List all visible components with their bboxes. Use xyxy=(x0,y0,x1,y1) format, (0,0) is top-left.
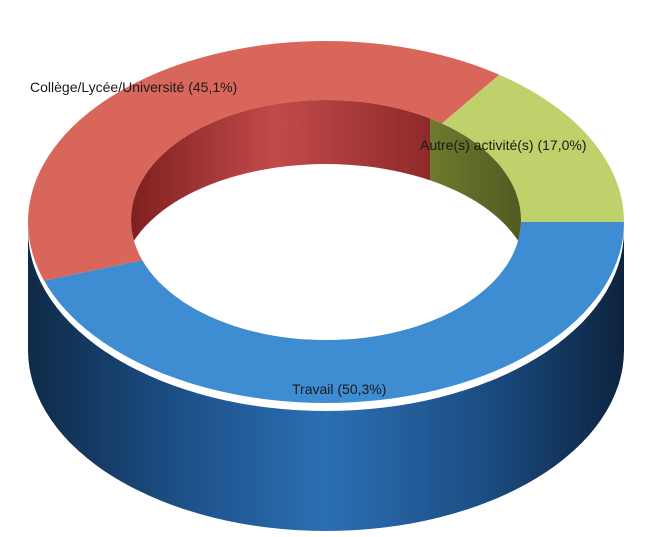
label-travail: Travail (50,3%) xyxy=(292,381,386,397)
label-autre: Autre(s) activité(s) (17,0%) xyxy=(420,137,586,153)
label-college: Collège/Lycée/Université (45,1%) xyxy=(30,79,237,95)
donut-outer-wall xyxy=(28,230,624,531)
labels-group: Collège/Lycée/Université (45,1%) Autre(s… xyxy=(30,79,586,397)
